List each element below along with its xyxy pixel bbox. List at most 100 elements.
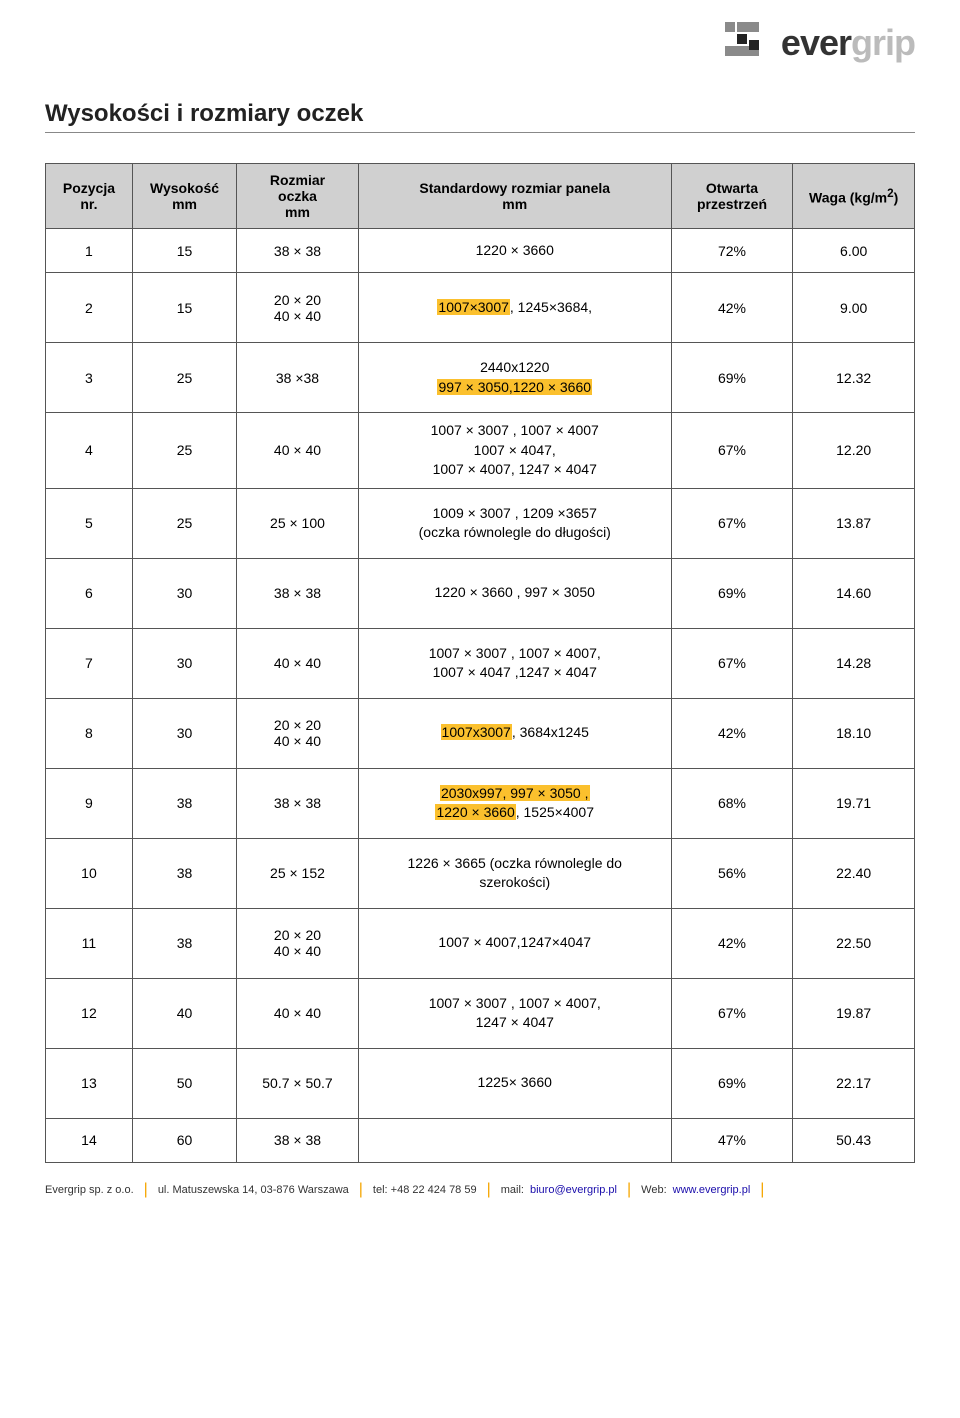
table-cell: 50.43 (793, 1118, 915, 1162)
table-cell: 20 × 2040 × 40 (237, 698, 359, 768)
table-cell: 4 (46, 413, 133, 489)
footer-mail[interactable]: biuro@evergrip.pl (530, 1184, 617, 1196)
table-cell: 40 × 40 (237, 978, 359, 1048)
table-cell: 1009 × 3007 , 1209 ×3657(oczka równolegl… (358, 488, 671, 558)
table-cell: 42% (671, 908, 793, 978)
table-row: 113820 × 2040 × 401007 × 4007,1247×40474… (46, 908, 915, 978)
table-cell: 20 × 2040 × 40 (237, 273, 359, 343)
table-cell: 3 (46, 343, 133, 413)
table-cell: 38 (132, 768, 236, 838)
footer-tel: tel: +48 22 424 78 59 (373, 1184, 477, 1196)
table-cell: 42% (671, 698, 793, 768)
table-cell: 72% (671, 229, 793, 273)
footer-sep: | (623, 1181, 635, 1199)
table-cell: 1220 × 3660 , 997 × 3050 (358, 558, 671, 628)
logo-icon (725, 22, 773, 64)
footer-web[interactable]: www.evergrip.pl (673, 1184, 751, 1196)
table-cell: 1007 × 3007 , 1007 × 4007,1007 × 4047 ,1… (358, 628, 671, 698)
table-cell: 30 (132, 698, 236, 768)
table-cell: 9.00 (793, 273, 915, 343)
table-row: 52525 × 1001009 × 3007 , 1209 ×3657(oczk… (46, 488, 915, 558)
table-header-cell: Wysokośćmm (132, 164, 236, 229)
table-cell: 67% (671, 628, 793, 698)
footer-sep: | (483, 1181, 495, 1199)
table-cell: 19.87 (793, 978, 915, 1048)
table-cell: 8 (46, 698, 133, 768)
table-cell: 14.28 (793, 628, 915, 698)
table-cell: 56% (671, 838, 793, 908)
table-cell: 25 (132, 488, 236, 558)
footer-mail-label: mail: (501, 1184, 524, 1196)
table-cell: 25 × 152 (237, 838, 359, 908)
table-row: 83020 × 2040 × 401007x3007, 3684x124542%… (46, 698, 915, 768)
table-cell: 25 (132, 343, 236, 413)
table-cell: 2440x1220997 × 3050,1220 × 3660 (358, 343, 671, 413)
footer-address: ul. Matuszewska 14, 03-876 Warszawa (158, 1184, 349, 1196)
logo: evergrip (725, 22, 915, 64)
table-cell: 12.32 (793, 343, 915, 413)
table-cell: 1007x3007, 3684x1245 (358, 698, 671, 768)
table-cell: 22.50 (793, 908, 915, 978)
table-cell: 69% (671, 558, 793, 628)
table-cell: 67% (671, 978, 793, 1048)
table-cell: 22.17 (793, 1048, 915, 1118)
table-cell: 40 × 40 (237, 413, 359, 489)
table-cell: 2 (46, 273, 133, 343)
footer-web-label: Web: (641, 1184, 666, 1196)
table-cell: 12.20 (793, 413, 915, 489)
table-body: 11538 × 381220 × 366072%6.0021520 × 2040… (46, 229, 915, 1163)
table-cell: 12 (46, 978, 133, 1048)
table-cell: 15 (132, 273, 236, 343)
table-cell: 38 × 38 (237, 1118, 359, 1162)
table-cell: 67% (671, 488, 793, 558)
table-row: 32538 ×382440x1220997 × 3050,1220 × 3660… (46, 343, 915, 413)
table-cell: 14 (46, 1118, 133, 1162)
footer-sep: | (756, 1181, 768, 1199)
dimensions-table: Pozycjanr.WysokośćmmRozmiaroczkammStanda… (45, 163, 915, 1163)
table-header-cell: Pozycjanr. (46, 164, 133, 229)
page-title: Wysokości i rozmiary oczek (45, 100, 915, 128)
table-cell: 25 (132, 413, 236, 489)
table-cell: 1 (46, 229, 133, 273)
title-divider (45, 132, 915, 133)
table-cell: 69% (671, 1048, 793, 1118)
table-row: 124040 × 401007 × 3007 , 1007 × 4007,124… (46, 978, 915, 1048)
table-cell: 25 × 100 (237, 488, 359, 558)
table-cell: 40 (132, 978, 236, 1048)
table-cell: 15 (132, 229, 236, 273)
table-cell: 11 (46, 908, 133, 978)
table-cell: 47% (671, 1118, 793, 1162)
table-cell (358, 1118, 671, 1162)
table-cell: 13.87 (793, 488, 915, 558)
table-cell: 38 × 38 (237, 768, 359, 838)
table-cell: 22.40 (793, 838, 915, 908)
table-cell: 38 (132, 908, 236, 978)
footer-company: Evergrip sp. z o.o. (45, 1184, 134, 1196)
table-cell: 38 × 38 (237, 558, 359, 628)
table-cell: 1007 × 3007 , 1007 × 40071007 × 4047,100… (358, 413, 671, 489)
table-cell: 6 (46, 558, 133, 628)
table-header-cell: Standardowy rozmiar panelamm (358, 164, 671, 229)
table-cell: 30 (132, 558, 236, 628)
table-header-cell: Waga (kg/m2) (793, 164, 915, 229)
table-cell: 6.00 (793, 229, 915, 273)
table-cell: 2030x997, 997 × 3050 ,1220 × 3660, 1525×… (358, 768, 671, 838)
table-row: 135050.7 × 50.71225× 366069%22.17 (46, 1048, 915, 1118)
table-cell: 9 (46, 768, 133, 838)
table-cell: 69% (671, 343, 793, 413)
table-head: Pozycjanr.WysokośćmmRozmiaroczkammStanda… (46, 164, 915, 229)
table-cell: 1226 × 3665 (oczka równolegle doszerokoś… (358, 838, 671, 908)
table-cell: 18.10 (793, 698, 915, 768)
table-cell: 1007×3007, 1245×3684, (358, 273, 671, 343)
table-cell: 60 (132, 1118, 236, 1162)
table-row: 103825 × 1521226 × 3665 (oczka równolegl… (46, 838, 915, 908)
logo-text-grip: grip (851, 22, 915, 63)
table-row: 93838 × 382030x997, 997 × 3050 ,1220 × 3… (46, 768, 915, 838)
logo-text: evergrip (781, 22, 915, 64)
table-header-cell: Otwartaprzestrzeń (671, 164, 793, 229)
table-cell: 50.7 × 50.7 (237, 1048, 359, 1118)
table-cell: 40 × 40 (237, 628, 359, 698)
table-cell: 13 (46, 1048, 133, 1118)
table-cell: 1220 × 3660 (358, 229, 671, 273)
footer: Evergrip sp. z o.o. | ul. Matuszewska 14… (45, 1181, 915, 1199)
